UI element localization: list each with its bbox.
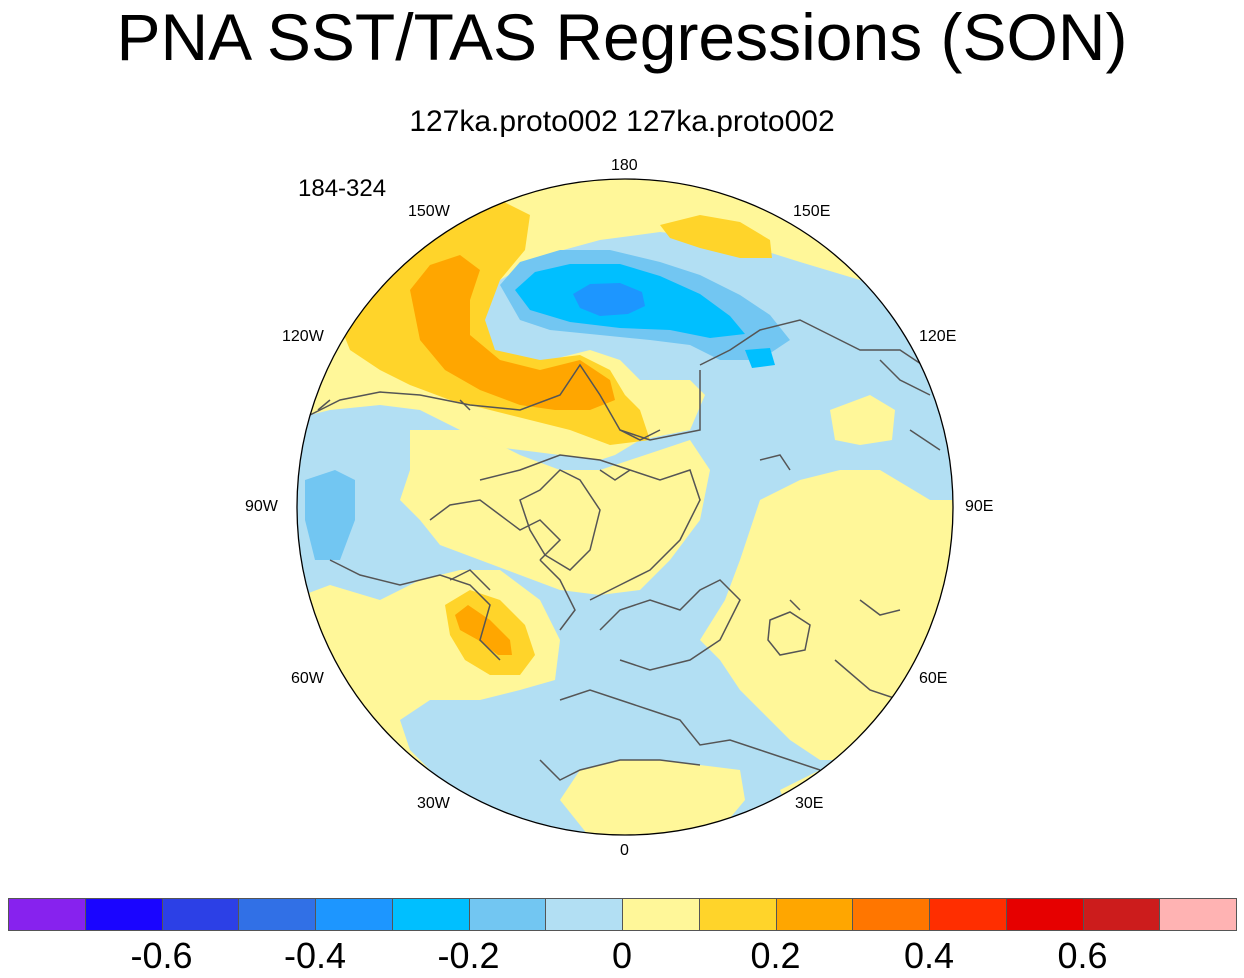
- kamchatka-moderate-negative: [745, 348, 775, 368]
- colorbar-label: 0.2: [750, 935, 801, 976]
- colorbar-label: 0: [611, 935, 633, 976]
- colorbar-box: [775, 898, 854, 931]
- lon-label-150w: 150W: [408, 203, 450, 220]
- siberia-positive-field: [830, 395, 895, 445]
- lon-label-60w: 60W: [291, 670, 324, 687]
- lon-label-60e: 60E: [919, 670, 948, 687]
- colorbar-box: [1005, 898, 1084, 931]
- africa-positive-field: [560, 760, 745, 835]
- year-range-label: 184-324: [298, 175, 387, 202]
- colorbar-box: [929, 898, 1007, 931]
- lon-label-30e: 30E: [795, 795, 824, 812]
- pacific-moderate-positive: [410, 255, 615, 410]
- eurasia-positive-field: [700, 470, 953, 760]
- colorbar-box: [468, 898, 547, 931]
- west-pacific-weak-positive: [660, 215, 772, 258]
- hudson-weak-negative: [305, 470, 355, 560]
- colorbar-box: [545, 898, 623, 931]
- colorbar-label: 0.6: [1057, 935, 1108, 976]
- lon-label-0: 0: [620, 842, 629, 859]
- colorbar-box: [852, 898, 930, 931]
- colorbar-label: -0.2: [437, 935, 500, 976]
- colorbar-box: [1082, 898, 1161, 931]
- colorbar-label: -0.6: [130, 935, 193, 976]
- lon-label-30w: 30W: [417, 795, 450, 812]
- colorbar-box: [161, 898, 240, 931]
- lon-label-90e: 90E: [965, 498, 994, 515]
- lon-label-120e: 120E: [919, 328, 957, 345]
- pacific-strong-negative: [573, 283, 645, 316]
- lon-label-90w: 90W: [245, 498, 278, 515]
- lon-label-150e: 150E: [793, 203, 831, 220]
- colorbar-box: [84, 898, 163, 931]
- plot-title: PNA SST/TAS Regressions (SON): [116, 0, 1128, 74]
- colorbar-box: [391, 898, 470, 931]
- colorbar-box: [698, 898, 777, 931]
- colorbar-box: [622, 898, 700, 931]
- colorbar-label: -0.4: [283, 935, 347, 976]
- map-field: [297, 179, 953, 835]
- colorbar-box: [8, 898, 86, 931]
- colorbar-box: [315, 898, 393, 931]
- colorbar-box: [1159, 898, 1237, 931]
- colorbar-label: 0.4: [903, 935, 955, 976]
- colorbar-box: [238, 898, 316, 931]
- lon-label-120w: 120W: [282, 328, 324, 345]
- lon-label-180: 180: [611, 157, 638, 174]
- plot-subtitle: 127ka.proto002 127ka.proto002: [409, 105, 835, 138]
- colorbar: [8, 898, 1237, 931]
- map-border: [296, 178, 954, 836]
